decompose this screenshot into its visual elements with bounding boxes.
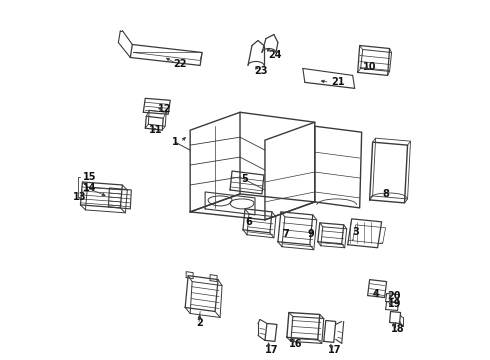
- Text: 10: 10: [363, 62, 376, 72]
- Text: 14: 14: [82, 183, 96, 193]
- Text: 5: 5: [241, 174, 248, 184]
- Text: 2: 2: [196, 319, 203, 328]
- Text: 1: 1: [172, 137, 179, 147]
- Text: 9: 9: [308, 229, 315, 239]
- Text: 4: 4: [372, 289, 379, 298]
- Text: 3: 3: [353, 227, 360, 237]
- Text: 6: 6: [245, 217, 252, 227]
- Text: 15: 15: [82, 172, 96, 182]
- Text: 7: 7: [282, 229, 289, 239]
- Text: 16: 16: [289, 339, 302, 349]
- Text: 20: 20: [388, 291, 401, 301]
- Text: 13: 13: [73, 192, 86, 202]
- Text: 17: 17: [328, 345, 341, 355]
- Text: 24: 24: [268, 50, 281, 60]
- Text: 19: 19: [388, 298, 401, 309]
- Text: 11: 11: [149, 125, 163, 135]
- Text: 21: 21: [331, 77, 344, 87]
- Text: 8: 8: [383, 189, 390, 199]
- Text: 12: 12: [158, 104, 172, 114]
- Text: 22: 22: [173, 59, 187, 69]
- Text: 23: 23: [254, 67, 268, 76]
- Text: 17: 17: [265, 345, 278, 355]
- Text: 18: 18: [391, 324, 404, 334]
